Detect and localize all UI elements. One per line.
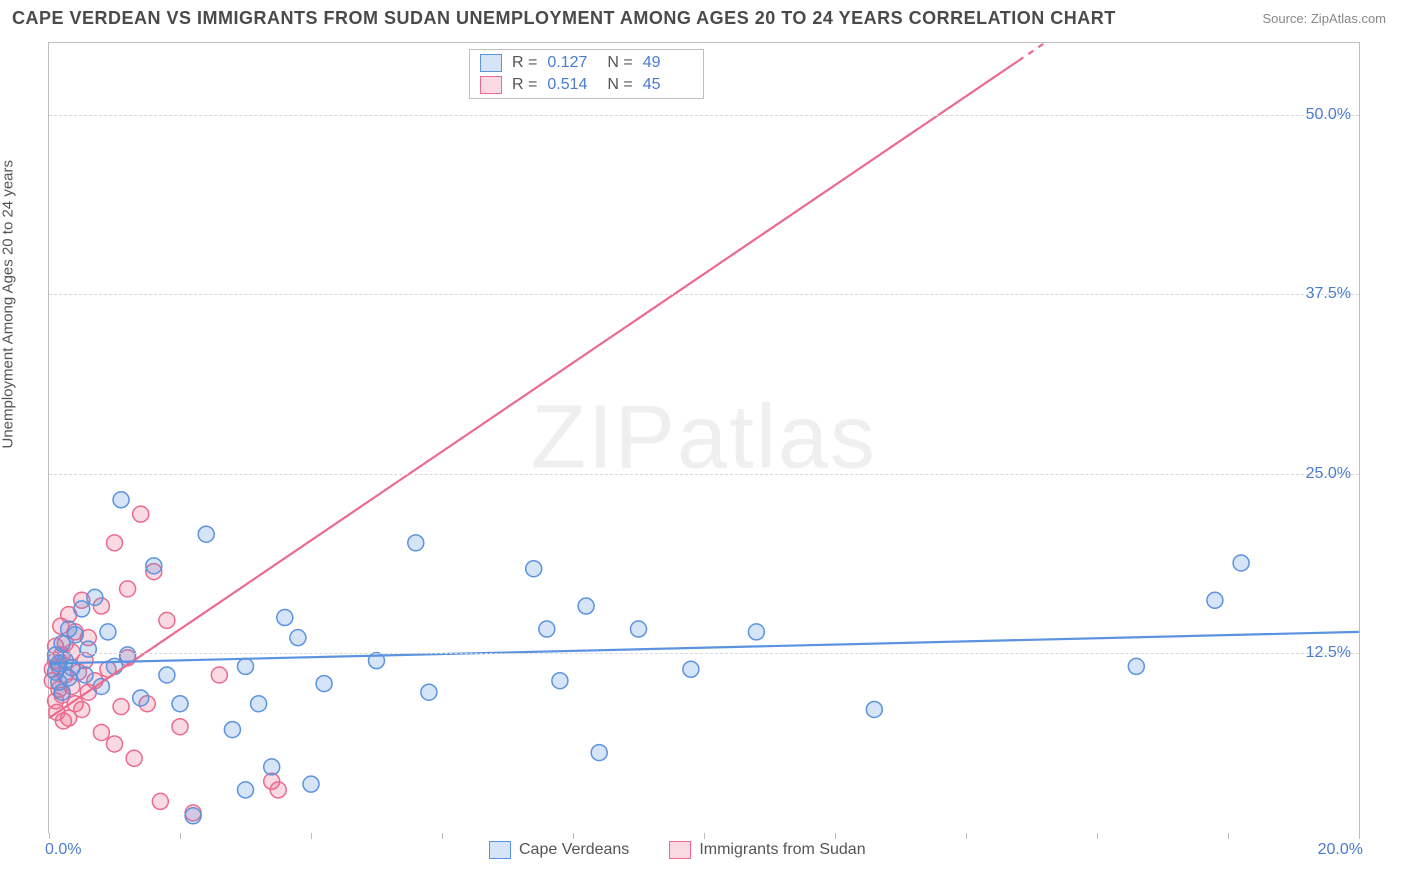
data-point	[552, 673, 568, 689]
x-tick	[835, 833, 836, 839]
data-point	[251, 696, 267, 712]
data-point	[67, 627, 83, 643]
data-point	[303, 776, 319, 792]
chart-plot-area: ZIPatlas R = 0.127 N = 49 R = 0.514 N = …	[48, 42, 1360, 833]
data-point	[264, 759, 280, 775]
data-point	[1233, 555, 1249, 571]
regression-line	[49, 632, 1359, 664]
x-tick	[1228, 833, 1229, 839]
x-tick	[1359, 833, 1360, 839]
x-tick	[49, 833, 50, 839]
x-tick	[966, 833, 967, 839]
data-point	[80, 641, 96, 657]
data-point	[146, 558, 162, 574]
gridline	[49, 653, 1359, 654]
x-tick	[1097, 833, 1098, 839]
data-point	[74, 701, 90, 717]
x-tick	[442, 833, 443, 839]
data-point	[290, 630, 306, 646]
y-tick-label: 12.5%	[1306, 644, 1351, 662]
plot-svg	[49, 43, 1359, 833]
gridline	[49, 115, 1359, 116]
x-tick	[704, 833, 705, 839]
gridline	[49, 294, 1359, 295]
data-point	[683, 661, 699, 677]
data-point	[120, 581, 136, 597]
data-point	[93, 724, 109, 740]
data-point	[77, 667, 93, 683]
data-point	[748, 624, 764, 640]
legend-item-blue: Cape Verdeans	[489, 841, 629, 859]
source-label: Source: ZipAtlas.com	[1262, 11, 1386, 26]
x-label-left: 0.0%	[45, 841, 81, 859]
data-point	[74, 601, 90, 617]
y-axis-label: Unemployment Among Ages 20 to 24 years	[0, 160, 17, 449]
data-point	[526, 561, 542, 577]
data-point	[107, 736, 123, 752]
data-point	[113, 699, 129, 715]
data-point	[224, 722, 240, 738]
series-legend: Cape Verdeans Immigrants from Sudan	[489, 841, 866, 859]
legend-label-pink: Immigrants from Sudan	[699, 841, 865, 859]
data-point	[270, 782, 286, 798]
regression-line	[49, 61, 1018, 718]
data-point	[172, 719, 188, 735]
data-point	[100, 624, 116, 640]
data-point	[211, 667, 227, 683]
data-point	[133, 506, 149, 522]
data-point	[578, 598, 594, 614]
data-point	[421, 684, 437, 700]
y-tick-label: 37.5%	[1306, 285, 1351, 303]
data-point	[159, 667, 175, 683]
data-point	[113, 492, 129, 508]
x-tick	[180, 833, 181, 839]
data-point	[133, 690, 149, 706]
x-tick	[573, 833, 574, 839]
y-tick-label: 50.0%	[1306, 106, 1351, 124]
x-label-right: 20.0%	[1318, 841, 1363, 859]
data-point	[198, 526, 214, 542]
data-point	[866, 701, 882, 717]
data-point	[238, 658, 254, 674]
data-point	[316, 676, 332, 692]
data-point	[152, 793, 168, 809]
data-point	[87, 589, 103, 605]
data-point	[126, 750, 142, 766]
legend-label-blue: Cape Verdeans	[519, 841, 629, 859]
data-point	[1207, 592, 1223, 608]
x-tick	[311, 833, 312, 839]
chart-title: CAPE VERDEAN VS IMMIGRANTS FROM SUDAN UN…	[12, 8, 1116, 29]
swatch-blue	[489, 841, 511, 859]
data-point	[54, 684, 70, 700]
data-point	[172, 696, 188, 712]
data-point	[1128, 658, 1144, 674]
data-point	[408, 535, 424, 551]
data-point	[159, 612, 175, 628]
y-tick-label: 25.0%	[1306, 465, 1351, 483]
data-point	[277, 610, 293, 626]
data-point	[539, 621, 555, 637]
data-point	[107, 535, 123, 551]
regression-line	[1018, 43, 1044, 61]
data-point	[185, 808, 201, 824]
data-point	[631, 621, 647, 637]
legend-item-pink: Immigrants from Sudan	[669, 841, 865, 859]
data-point	[238, 782, 254, 798]
data-point	[591, 745, 607, 761]
swatch-pink	[669, 841, 691, 859]
gridline	[49, 474, 1359, 475]
